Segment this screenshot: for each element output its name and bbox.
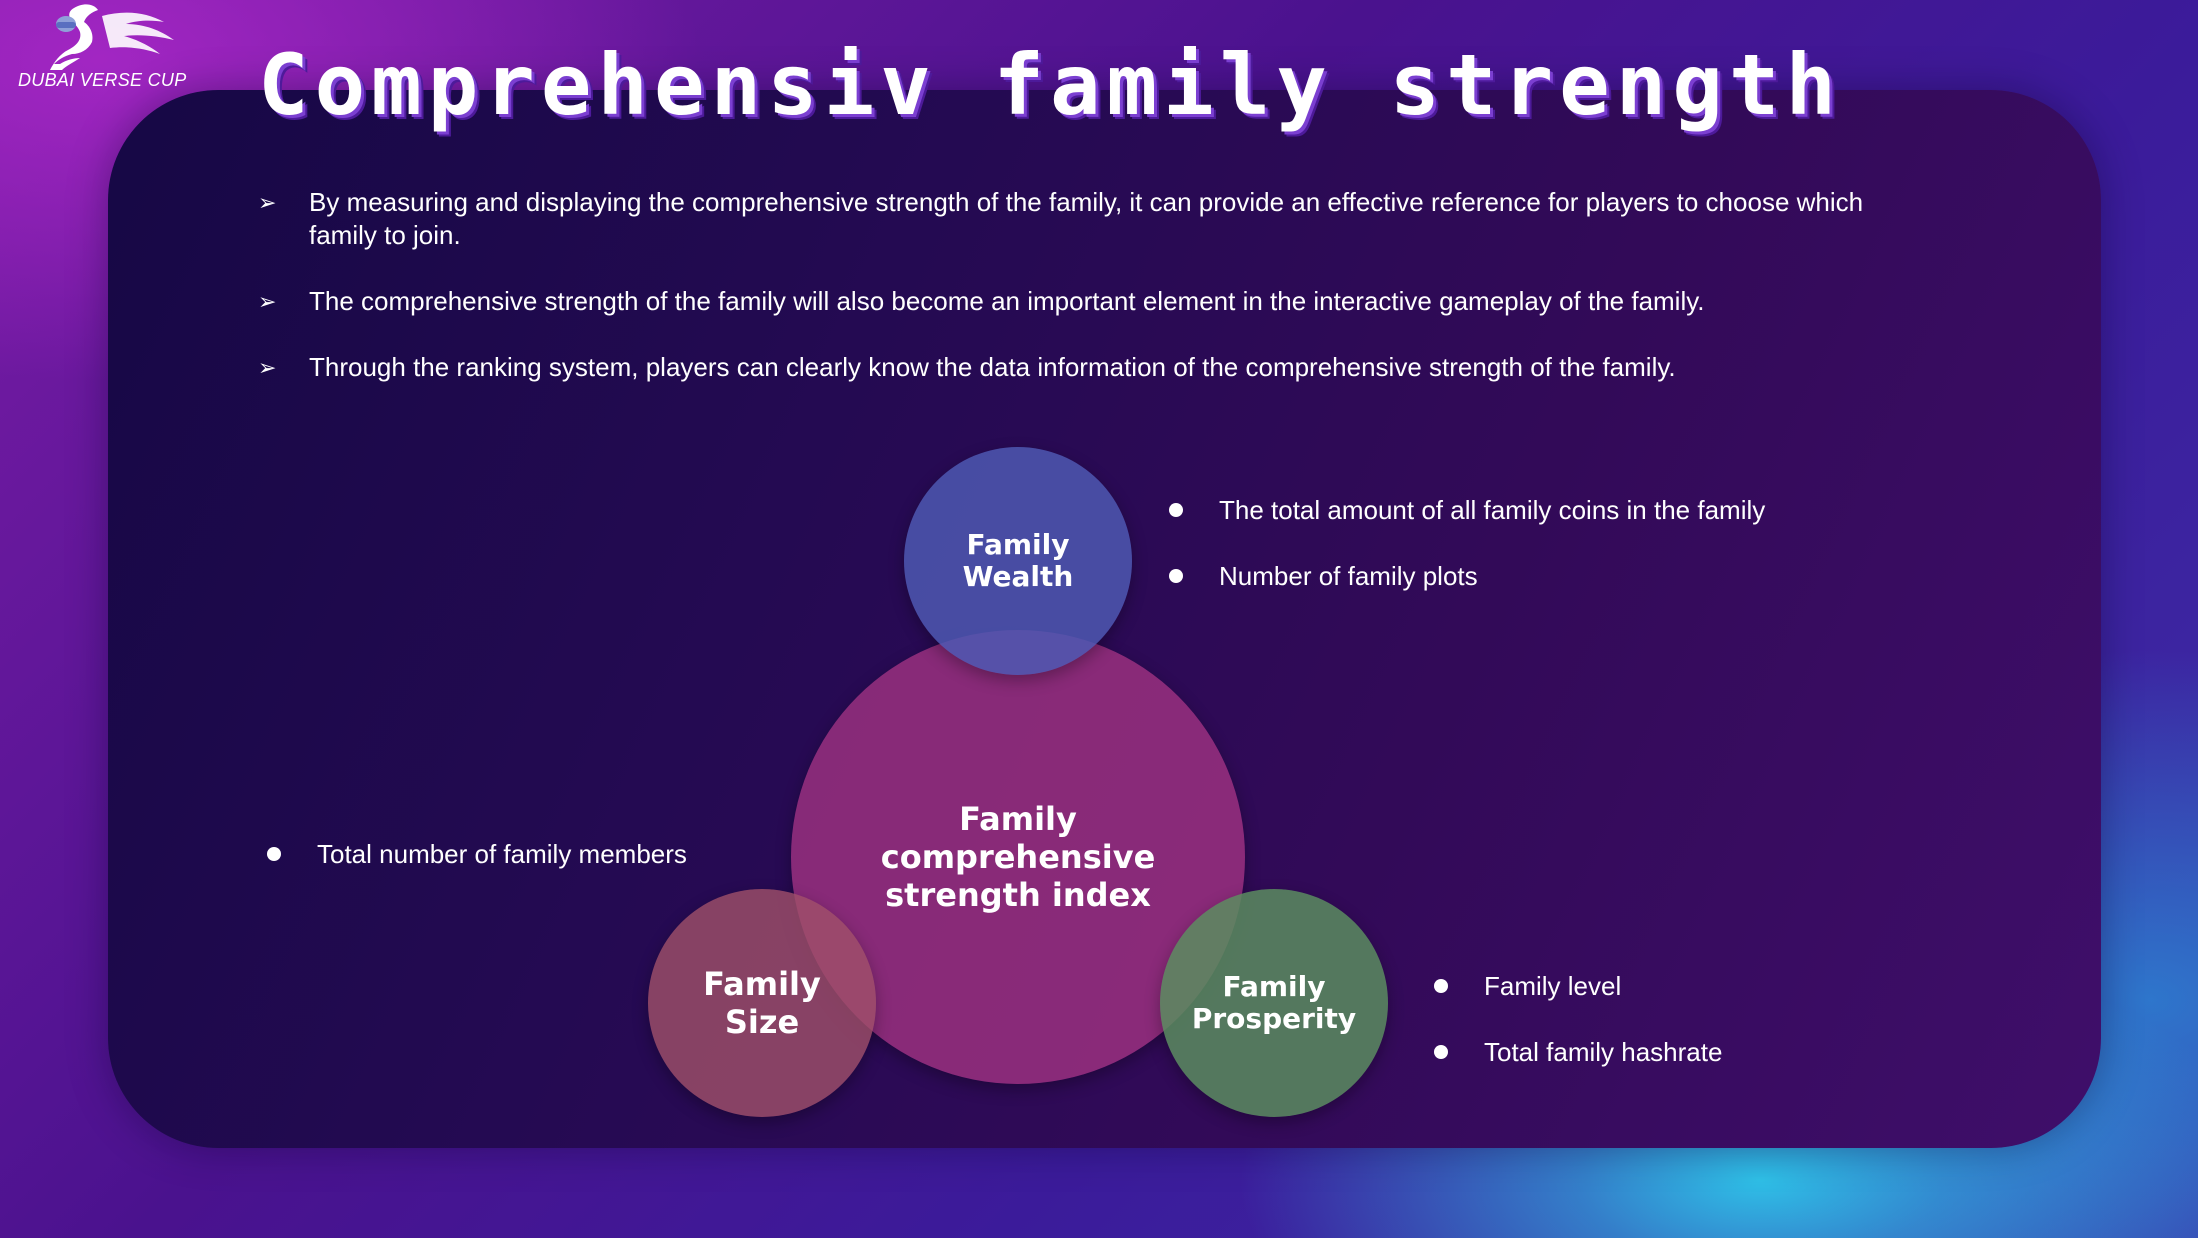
wealth-detail-item: The total amount of all family coins in …: [1169, 494, 1765, 527]
size-detail-text: Total number of family members: [317, 839, 687, 869]
circle-family-prosperity: Family Prosperity: [1160, 889, 1388, 1117]
arrow-bullet-icon: ➢: [258, 289, 277, 314]
dot-bullet-icon: [1169, 503, 1183, 517]
wealth-label-line: Family: [966, 528, 1070, 561]
size-detail-item: Total number of family members: [267, 838, 687, 871]
center-label-line: strength index: [885, 876, 1151, 914]
horse-rider-icon: [50, 4, 174, 71]
prosperity-detail-list: Family level Total family hashrate: [1434, 970, 1722, 1102]
size-detail-list: Total number of family members: [267, 838, 687, 904]
wealth-detail-text: The total amount of all family coins in …: [1219, 495, 1766, 525]
prosperity-detail-item: Family level: [1434, 970, 1722, 1003]
size-label-line: Family: [703, 965, 821, 1003]
wealth-label-line: Wealth: [962, 560, 1074, 593]
wealth-detail-text: Number of family plots: [1219, 561, 1478, 591]
dot-bullet-icon: [1434, 979, 1448, 993]
intro-bullet-text: The comprehensive strength of the family…: [309, 286, 1705, 316]
wealth-detail-item: Number of family plots: [1169, 560, 1765, 593]
intro-bullet: ➢ By measuring and displaying the compreh…: [258, 186, 1898, 252]
prosperity-label-line: Prosperity: [1191, 1002, 1357, 1035]
prosperity-detail-item: Total family hashrate: [1434, 1036, 1722, 1069]
prosperity-detail-text: Total family hashrate: [1484, 1037, 1723, 1067]
intro-bullet: ➢ The comprehensive strength of the famil…: [258, 285, 1898, 318]
intro-bullet-list: ➢ By measuring and displaying the compreh…: [258, 186, 1898, 417]
intro-bullet-text: By measuring and displaying the comprehe…: [309, 187, 1864, 250]
intro-bullet-text: Through the ranking system, players can …: [309, 352, 1676, 382]
circle-family-size: Family Size: [648, 889, 876, 1117]
prosperity-label-line: Family: [1222, 970, 1326, 1003]
center-label-line: comprehensive: [880, 838, 1156, 876]
arrow-bullet-icon: ➢: [258, 355, 277, 380]
intro-bullet: ➢ Through the ranking system, players can…: [258, 351, 1898, 384]
circle-family-wealth: Family Wealth: [904, 447, 1132, 675]
arrow-bullet-icon: ➢: [258, 190, 277, 215]
logo-text: DUBAI VERSE CUP: [18, 70, 187, 90]
dot-bullet-icon: [267, 847, 281, 861]
wealth-detail-list: The total amount of all family coins in …: [1169, 494, 1765, 626]
center-label-line: Family: [959, 800, 1077, 838]
dot-bullet-icon: [1169, 569, 1183, 583]
page-title: Comprehensiv family strength: [258, 36, 1843, 134]
prosperity-detail-text: Family level: [1484, 971, 1622, 1001]
dot-bullet-icon: [1434, 1045, 1448, 1059]
size-label-line: Size: [724, 1003, 800, 1041]
